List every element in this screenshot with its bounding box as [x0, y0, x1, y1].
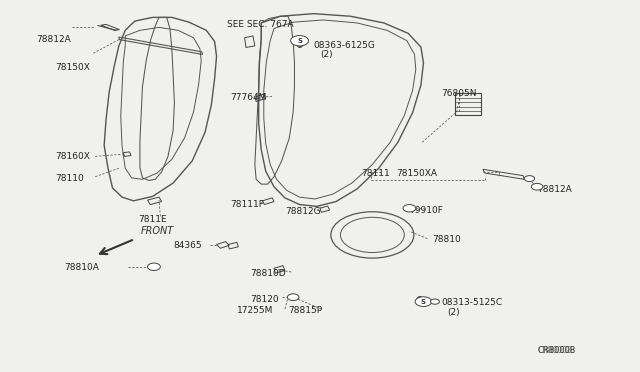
Text: 78160X: 78160X [55, 152, 90, 161]
Text: 79910F: 79910F [410, 206, 444, 215]
Text: S: S [421, 299, 426, 305]
Text: 76805N: 76805N [442, 89, 477, 98]
Text: 08313-5125C: 08313-5125C [442, 298, 502, 307]
Text: 17255M: 17255M [237, 306, 273, 315]
Text: 78111F: 78111F [230, 200, 264, 209]
Text: 78812A: 78812A [36, 35, 70, 44]
Circle shape [415, 297, 432, 307]
Text: ©: © [415, 296, 424, 306]
Text: 77764M: 77764M [230, 93, 267, 102]
Text: 78810: 78810 [432, 235, 461, 244]
Circle shape [291, 36, 308, 46]
Text: 78815P: 78815P [288, 306, 322, 315]
Text: 78812G: 78812G [285, 208, 321, 217]
Text: 78810A: 78810A [65, 263, 99, 272]
Text: 78110: 78110 [55, 174, 84, 183]
Circle shape [403, 205, 416, 212]
Text: 7811E: 7811E [138, 215, 166, 224]
Text: S: S [297, 38, 302, 44]
Text: CR80008: CR80008 [537, 346, 575, 355]
Circle shape [531, 183, 543, 190]
Text: SEE SEC. 767A: SEE SEC. 767A [227, 20, 294, 29]
Text: 78111: 78111 [362, 169, 390, 177]
Text: ©: © [294, 40, 305, 50]
Circle shape [287, 294, 299, 301]
Text: 84365: 84365 [173, 241, 202, 250]
Text: 78150XA: 78150XA [397, 169, 438, 177]
Circle shape [431, 299, 440, 304]
Text: (2): (2) [320, 50, 333, 59]
Text: 78120: 78120 [250, 295, 278, 304]
Circle shape [148, 263, 161, 270]
Circle shape [524, 176, 534, 182]
Text: CR80008: CR80008 [537, 346, 572, 355]
Text: 78810D: 78810D [250, 269, 285, 278]
Text: 78150X: 78150X [55, 63, 90, 72]
Text: FRONT: FRONT [141, 227, 175, 236]
Text: 78812A: 78812A [537, 185, 572, 194]
Text: (2): (2) [448, 308, 460, 317]
Text: 08363-6125G: 08363-6125G [314, 41, 376, 50]
